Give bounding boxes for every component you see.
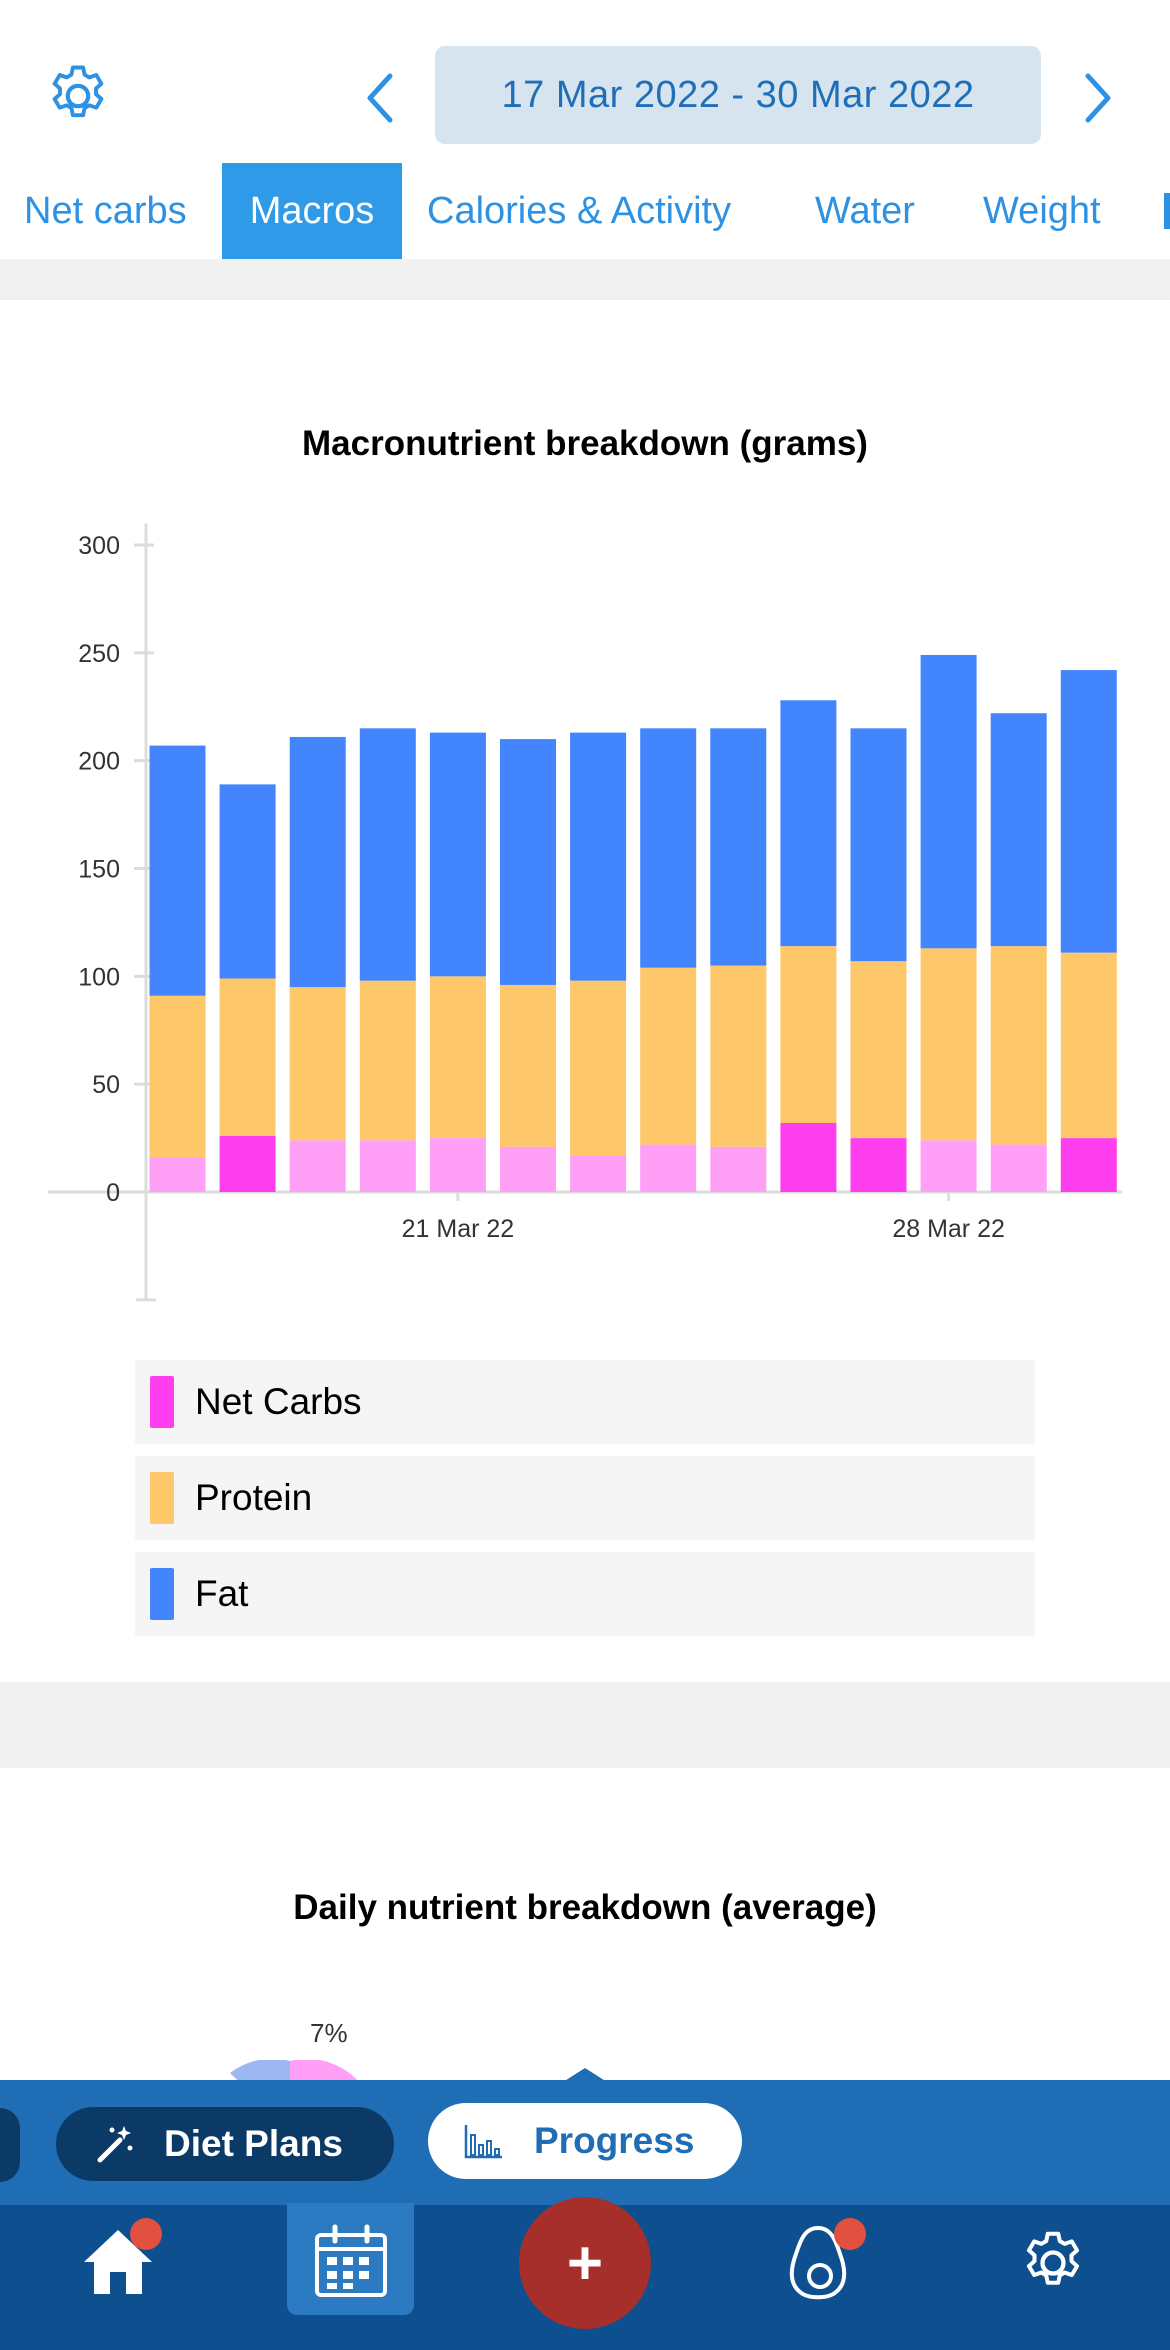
- x-tick-label: 21 Mar 22: [402, 1215, 515, 1243]
- chevron-right-icon[interactable]: [1072, 66, 1122, 130]
- bar-protein: [149, 995, 206, 1158]
- avocado-icon[interactable]: [780, 2224, 856, 2302]
- gear-icon[interactable]: [1016, 2226, 1090, 2300]
- legend-swatch-protein: [150, 1472, 174, 1524]
- bar-fat: [640, 728, 697, 968]
- bar-protein: [780, 946, 837, 1123]
- pie-slice-label: 7%: [310, 2018, 348, 2048]
- tab-calories-activity[interactable]: Calories & Activity: [427, 189, 732, 232]
- tab-net-carbs[interactable]: Net carbs: [24, 189, 187, 232]
- tab-weight[interactable]: Weight: [983, 189, 1101, 232]
- y-tick-label: 200: [78, 748, 120, 776]
- y-tick-label: 250: [78, 640, 120, 668]
- bar-protein: [359, 980, 416, 1141]
- bar-net-carbs: [570, 1155, 627, 1192]
- bar-net-carbs: [850, 1138, 907, 1192]
- bar-net-carbs: [359, 1140, 416, 1192]
- bar-fat: [1060, 670, 1117, 953]
- chart-title: Macronutrient breakdown (grams): [302, 424, 868, 463]
- progress-label: Progress: [534, 2120, 695, 2161]
- legend-swatch-fat: [150, 1568, 174, 1620]
- bar-fat: [570, 732, 627, 981]
- bar-protein: [710, 965, 767, 1147]
- bar-fat: [149, 745, 206, 996]
- bar-net-carbs: [429, 1138, 486, 1192]
- bar-protein: [1060, 952, 1117, 1139]
- macros-chart-card: Macronutrient breakdown (grams) 0 50 100 15…: [0, 300, 1170, 1682]
- chevron-left-icon[interactable]: [356, 66, 406, 130]
- bar-fat: [500, 739, 556, 985]
- bar-fat: [219, 784, 276, 979]
- bar-protein: [429, 976, 486, 1139]
- legend-item-net-carbs[interactable]: Net Carbs: [135, 1360, 1035, 1444]
- y-tick-label: 300: [78, 532, 120, 560]
- add-button[interactable]: +: [519, 2197, 651, 2329]
- tab-water[interactable]: Water: [815, 189, 915, 232]
- bar-net-carbs: [289, 1140, 346, 1192]
- legend-label: Fat: [195, 1573, 249, 1614]
- magic-wand-icon: [97, 2126, 133, 2163]
- bar-fat: [990, 713, 1047, 947]
- bar-protein: [570, 980, 627, 1156]
- date-range-selector[interactable]: 17 Mar 2022 - 30 Mar 2022: [435, 46, 1041, 144]
- bar-net-carbs: [780, 1122, 837, 1192]
- bar-protein: [850, 961, 907, 1139]
- bar-protein: [640, 967, 697, 1145]
- x-tick-label: 28 Mar 22: [892, 1215, 1005, 1243]
- bar-fat: [920, 654, 977, 949]
- bar-fat: [289, 736, 346, 988]
- bar-net-carbs: [640, 1144, 697, 1192]
- diet-plans-button[interactable]: Diet Plans: [56, 2107, 394, 2181]
- y-tick-label: 50: [92, 1071, 120, 1099]
- bar-net-carbs: [920, 1140, 977, 1192]
- bar-fat: [359, 728, 416, 981]
- calendar-icon[interactable]: [313, 2223, 389, 2299]
- bar-net-carbs: [149, 1157, 206, 1192]
- bar-net-carbs: [1060, 1138, 1117, 1192]
- section-divider: [0, 259, 1170, 300]
- bar-protein: [990, 946, 1047, 1145]
- bar-net-carbs: [219, 1135, 276, 1192]
- avocado-notification-badge: [834, 2218, 866, 2250]
- tab-overflow-edge: [1164, 193, 1170, 229]
- mode-pointer: [563, 2068, 607, 2082]
- home-notification-badge: [130, 2218, 162, 2250]
- legend-item-fat[interactable]: Fat: [135, 1552, 1035, 1636]
- section-divider: [0, 1682, 1170, 1768]
- bar-protein: [289, 987, 346, 1141]
- macros-stacked-bar-chart: 0 50 100 150 200 250 300 21 Mar 22 28 Mar 22: [48, 523, 1122, 1302]
- add-icon: +: [566, 2228, 604, 2298]
- bar-net-carbs: [710, 1146, 767, 1192]
- bar-protein: [219, 978, 276, 1136]
- bar-fat: [850, 728, 907, 962]
- nutrient-card-title: Daily nutrient breakdown (average): [293, 1888, 877, 1927]
- bar-fat: [780, 700, 837, 947]
- y-tick-label: 0: [106, 1179, 120, 1207]
- report-tabs: Net carbs Macros Calories & Activity Wat…: [0, 163, 1170, 259]
- y-tick-label: 150: [78, 856, 120, 884]
- bar-net-carbs: [990, 1144, 1047, 1192]
- daily-nutrient-card: Daily nutrient breakdown (average): [0, 1768, 1170, 2090]
- top-bar: 17 Mar 2022 - 30 Mar 2022: [0, 0, 1170, 160]
- legend-label: Protein: [195, 1477, 313, 1518]
- y-tick-label: 100: [78, 963, 120, 991]
- progress-button[interactable]: Progress: [428, 2103, 742, 2179]
- bar-fat: [710, 728, 767, 966]
- bar-fat: [429, 732, 486, 977]
- legend-swatch-net-carbs: [150, 1376, 174, 1428]
- mode-pill-overflow[interactable]: [0, 2108, 20, 2182]
- bar-protein: [920, 948, 977, 1141]
- gear-icon[interactable]: [42, 60, 114, 132]
- legend-item-protein[interactable]: Protein: [135, 1456, 1035, 1540]
- diet-plans-label: Diet Plans: [164, 2123, 343, 2164]
- bar-net-carbs: [500, 1146, 556, 1192]
- bar-protein: [500, 984, 556, 1147]
- legend-label: Net Carbs: [195, 1381, 362, 1422]
- bar-chart-icon: [464, 2125, 502, 2159]
- tab-macros[interactable]: Macros: [222, 163, 402, 259]
